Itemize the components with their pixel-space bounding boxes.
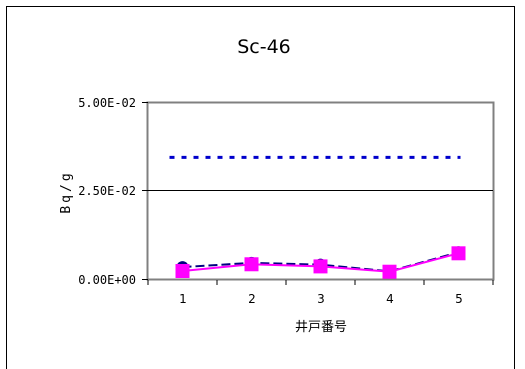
x-axis-label: 井戸番号 — [295, 320, 347, 335]
chart-title: Sc-46 — [237, 36, 291, 58]
chart-frame — [6, 6, 515, 369]
series-layer — [169, 155, 466, 279]
x-tick-label: 4 — [386, 292, 394, 306]
series-1 — [175, 246, 466, 279]
x-tick-label: 5 — [455, 292, 463, 306]
x-tick-label: 2 — [248, 292, 256, 306]
y-axis-label: Bq/g — [59, 170, 74, 213]
y-tick-label: 0.00E+00 — [78, 273, 136, 287]
data-point — [451, 246, 466, 261]
x-tick-label: 1 — [179, 292, 187, 306]
data-point — [244, 257, 259, 272]
data-point — [175, 264, 190, 279]
data-point — [313, 259, 328, 274]
x-tick-label: 3 — [317, 292, 325, 306]
y-tick-label: 2.50E-02 — [78, 184, 136, 198]
y-tick-label: 5.00E-02 — [78, 96, 136, 110]
data-point — [382, 264, 397, 279]
